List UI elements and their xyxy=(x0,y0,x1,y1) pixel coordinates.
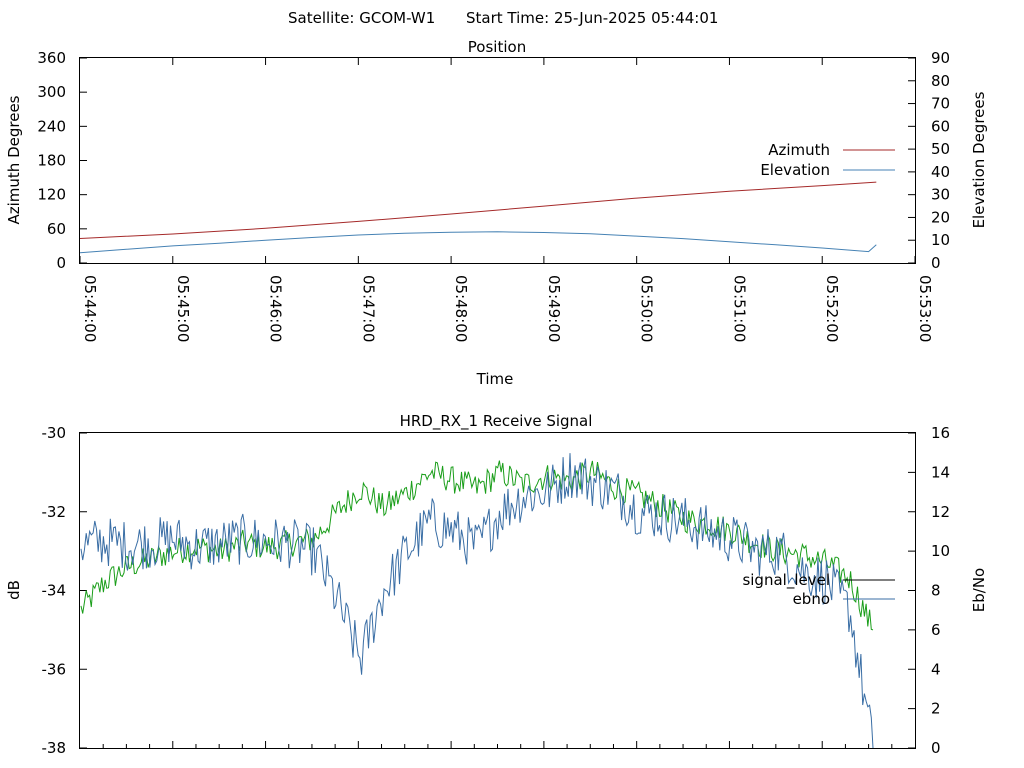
signal-ytick-label: -34 xyxy=(42,582,67,600)
position-xtick-label: 05:44:00 xyxy=(81,275,99,342)
signal-y2tick-label: 16 xyxy=(931,424,950,442)
position-xtick-label: 05:50:00 xyxy=(638,275,656,342)
position-series-azimuth-line xyxy=(79,181,877,239)
position-ytick-label: 180 xyxy=(37,152,66,170)
position-chart: Position 0 60 120 180 240 300 360 0 10 20 30 40 50 60… xyxy=(5,38,988,388)
satellite-label: Satellite: GCOM-W1 xyxy=(288,9,435,27)
position-y2tick-label: 0 xyxy=(931,254,941,272)
signal-legend-label: ebno xyxy=(793,590,830,608)
signal-y2tick-label: 10 xyxy=(931,542,950,560)
position-xtick-label: 05:51:00 xyxy=(730,275,748,342)
position-xaxis-label: Time xyxy=(476,370,514,388)
position-y2tick-label: 30 xyxy=(931,186,950,204)
position-legend-label: Azimuth xyxy=(768,141,830,159)
position-ytick-label: 240 xyxy=(37,117,66,135)
position-y2tick-label: 50 xyxy=(931,140,950,158)
position-xtick-label: 05:47:00 xyxy=(359,275,377,342)
signal-y2tick-label: 4 xyxy=(931,660,941,678)
signal-plot-frame xyxy=(79,432,916,749)
signal-series xyxy=(80,453,874,749)
signal-ytick-label: -32 xyxy=(42,503,67,521)
position-axes: 0 60 120 180 240 300 360 0 10 20 30 40 50 60 70 80 90 05:… xyxy=(37,49,950,342)
position-y2tick-label: 60 xyxy=(931,117,950,135)
position-series xyxy=(79,181,877,254)
position-xtick-label: 05:53:00 xyxy=(916,275,934,342)
position-ytick-label: 60 xyxy=(47,220,66,238)
signal-chart-title: HRD_RX_1 Receive Signal xyxy=(400,412,593,431)
position-xtick-label: 05:46:00 xyxy=(267,275,285,342)
signal-y2tick-label: 0 xyxy=(931,739,941,757)
position-ytick-label: 120 xyxy=(37,186,66,204)
signal-axes: -38 -36 -34 -32 -30 0 2 4 6 8 10 12 14 16 xyxy=(42,424,951,757)
signal-y2tick-label: 6 xyxy=(931,621,941,639)
signal-y2tick-label: 14 xyxy=(931,463,950,481)
signal-y2tick-label: 12 xyxy=(931,503,950,521)
signal-ytick-label: -36 xyxy=(42,660,67,678)
position-y2tick-label: 40 xyxy=(931,163,950,181)
position-ytick-label: 0 xyxy=(56,254,66,272)
position-xtick-label: 05:48:00 xyxy=(452,275,470,342)
signal-yaxis-label: dB xyxy=(5,580,23,600)
position-y2tick-label: 20 xyxy=(931,208,950,226)
signal-y2tick-label: 2 xyxy=(931,700,941,718)
position-ytick-label: 360 xyxy=(37,49,66,67)
position-ytick-label: 300 xyxy=(37,83,66,101)
signal-y2tick-label: 8 xyxy=(931,582,941,600)
position-y2tick-label: 80 xyxy=(931,72,950,90)
signal-y2axis-label: Eb/No xyxy=(970,568,988,612)
position-series-elevation-line xyxy=(79,231,877,254)
position-y2tick-label: 70 xyxy=(931,95,950,113)
position-legend-label: Elevation xyxy=(760,161,830,179)
signal-legend-label: signal_level xyxy=(742,571,830,590)
position-xtick-label: 05:49:00 xyxy=(545,275,563,342)
position-chart-title: Position xyxy=(468,38,526,56)
signal-ytick-label: -30 xyxy=(42,424,67,442)
signal-series-signal_level-line xyxy=(80,460,874,631)
start-time-label: Start Time: 25-Jun-2025 05:44:01 xyxy=(466,9,718,27)
position-yaxis-label: Azimuth Degrees xyxy=(5,95,23,224)
position-y2axis-label: Elevation Degrees xyxy=(970,91,988,228)
signal-series-ebno-line xyxy=(80,453,874,749)
position-plot-frame xyxy=(79,57,916,264)
position-legend: Azimuth Elevation xyxy=(760,141,895,179)
position-xtick-label: 05:52:00 xyxy=(823,275,841,342)
position-xtick-label: 05:45:00 xyxy=(174,275,192,342)
position-y2tick-label: 10 xyxy=(931,231,950,249)
signal-chart: HRD_RX_1 Receive Signal -38 -36 -34 -32 -30 0… xyxy=(5,412,988,757)
position-y2tick-label: 90 xyxy=(931,49,950,67)
signal-ytick-label: -38 xyxy=(42,739,67,757)
